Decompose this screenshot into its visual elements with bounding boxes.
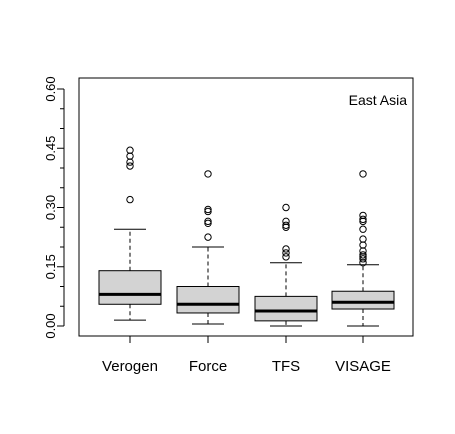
outlier-point bbox=[282, 245, 290, 253]
outlier-point bbox=[204, 233, 212, 241]
outlier-point bbox=[126, 195, 134, 204]
box-group bbox=[176, 170, 240, 325]
outlier-point bbox=[282, 221, 290, 229]
outlier-point bbox=[282, 249, 290, 257]
outlier-point bbox=[359, 170, 367, 178]
y-tick-label: 0.60 bbox=[43, 76, 58, 101]
y-tick-label: 0.00 bbox=[43, 313, 58, 338]
boxes-layer bbox=[98, 146, 395, 327]
outlier-point bbox=[282, 223, 290, 231]
outlier-point bbox=[126, 158, 134, 166]
outlier-point bbox=[359, 259, 367, 267]
outlier-point bbox=[359, 251, 367, 259]
x-category-label: TFS bbox=[272, 358, 300, 375]
iqr-box bbox=[98, 270, 162, 305]
outlier-point bbox=[282, 253, 290, 261]
x-axis: Verogen Force TFS VISAGE bbox=[102, 335, 391, 375]
outlier-point bbox=[204, 207, 212, 216]
x-category-label: Verogen bbox=[102, 358, 158, 375]
x-category-label: Force bbox=[189, 358, 227, 375]
iqr-box bbox=[331, 290, 395, 310]
outlier-point bbox=[204, 205, 212, 214]
outlier-point bbox=[204, 217, 212, 226]
outlier-point bbox=[126, 162, 134, 170]
box-group bbox=[254, 203, 318, 327]
outlier-point bbox=[204, 219, 212, 228]
iqr-box bbox=[254, 295, 318, 322]
y-tick-label: 0.45 bbox=[43, 136, 58, 161]
box-group bbox=[331, 170, 395, 327]
x-category-label: VISAGE bbox=[335, 358, 391, 375]
outlier-point bbox=[282, 203, 290, 212]
box-group bbox=[98, 146, 162, 321]
outlier-point bbox=[359, 217, 367, 226]
outlier-point bbox=[359, 225, 367, 233]
region-annotation: East Asia bbox=[349, 92, 408, 108]
outlier-point bbox=[359, 255, 367, 263]
outlier-point bbox=[204, 170, 212, 178]
y-axis: 0.00 0.15 0.30 0.45 0.60 bbox=[43, 76, 65, 339]
iqr-box bbox=[176, 286, 240, 314]
y-tick-label: 0.15 bbox=[43, 254, 58, 279]
y-tick-label: 0.30 bbox=[43, 195, 58, 220]
outlier-point bbox=[359, 215, 367, 224]
